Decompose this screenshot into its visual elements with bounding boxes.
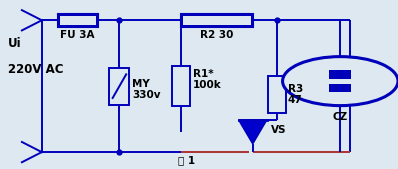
Bar [330, 84, 351, 92]
Bar [172, 66, 190, 106]
Text: R1*
100k: R1* 100k [193, 69, 222, 90]
Text: R3
47: R3 47 [288, 84, 303, 105]
Text: FU 3A: FU 3A [60, 30, 95, 40]
Text: VS: VS [271, 125, 286, 135]
Polygon shape [239, 120, 267, 144]
Text: MY
330v: MY 330v [132, 79, 161, 100]
Bar [330, 70, 351, 79]
FancyBboxPatch shape [58, 14, 98, 27]
Bar [267, 76, 286, 113]
FancyBboxPatch shape [181, 14, 253, 27]
Text: 图 1: 图 1 [178, 155, 196, 165]
Circle shape [283, 57, 398, 106]
Text: CZ: CZ [333, 112, 348, 122]
Text: R2 30: R2 30 [200, 30, 234, 40]
Bar [109, 68, 129, 105]
Text: 220V AC: 220V AC [8, 63, 63, 76]
Text: Ui: Ui [8, 37, 21, 50]
Bar [183, 16, 251, 25]
Bar [60, 16, 96, 25]
